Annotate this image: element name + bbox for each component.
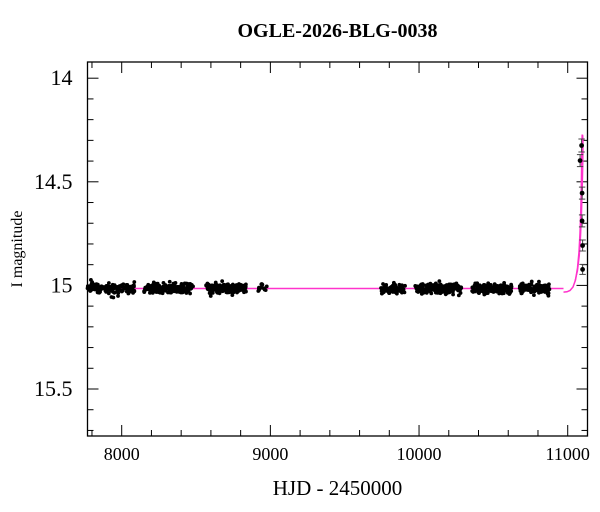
svg-text:11000: 11000 <box>546 444 590 464</box>
svg-text:I magnitude: I magnitude <box>9 211 26 288</box>
svg-text:10000: 10000 <box>397 444 442 464</box>
svg-text:15: 15 <box>51 272 73 297</box>
svg-text:14: 14 <box>51 65 73 90</box>
svg-text:OGLE-2026-BLG-0038: OGLE-2026-BLG-0038 <box>237 20 437 42</box>
svg-text:8000: 8000 <box>104 444 140 464</box>
svg-text:14.5: 14.5 <box>34 169 73 194</box>
svg-text:HJD - 2450000: HJD - 2450000 <box>273 476 403 500</box>
svg-text:9000: 9000 <box>252 444 288 464</box>
svg-text:15.5: 15.5 <box>34 376 73 401</box>
